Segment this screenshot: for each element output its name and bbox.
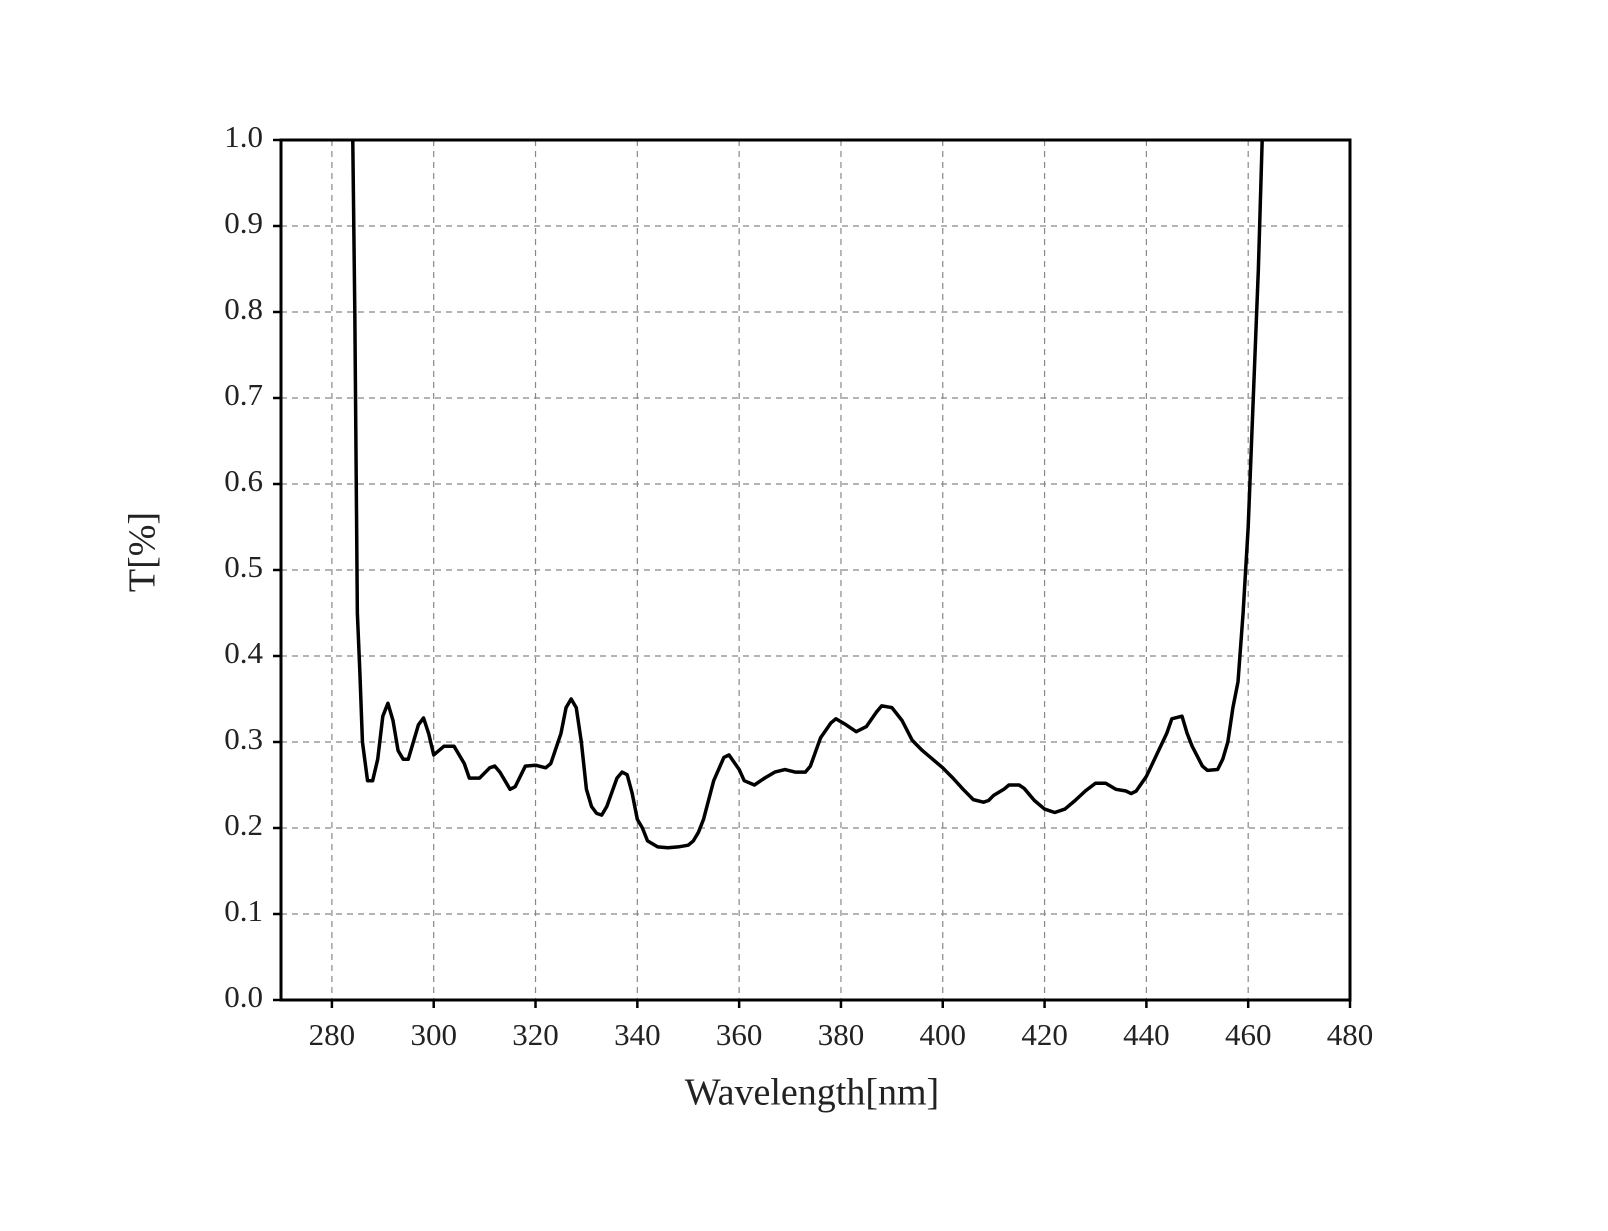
x-tick-label: 420 xyxy=(1021,1017,1068,1052)
y-tick-label: 0.9 xyxy=(224,205,263,240)
data-line xyxy=(351,140,1264,850)
y-tick-label: 0.3 xyxy=(224,721,263,756)
x-tick-label: 360 xyxy=(716,1017,763,1052)
x-tick-label: 280 xyxy=(309,1017,356,1052)
x-tick-label: 380 xyxy=(818,1017,865,1052)
y-tick-label: 0.5 xyxy=(224,549,263,584)
x-tick-label: 400 xyxy=(920,1017,967,1052)
x-tick-label: 460 xyxy=(1225,1017,1272,1052)
y-tick-label: 0.2 xyxy=(224,807,263,842)
y-tick-label: 0.1 xyxy=(224,893,263,928)
y-tick-label: 0.7 xyxy=(224,377,263,412)
y-tick-label: 0.0 xyxy=(224,979,263,1014)
plot-frame xyxy=(279,138,1352,1002)
x-tick-label: 340 xyxy=(614,1017,661,1052)
y-tick-label: 0.6 xyxy=(224,463,263,498)
x-tick-label: 300 xyxy=(410,1017,457,1052)
x-tick-label: 320 xyxy=(512,1017,559,1052)
y-tick-label: 0.4 xyxy=(224,635,263,670)
y-tick-label: 1.0 xyxy=(224,119,263,154)
y-tick-label: 0.8 xyxy=(224,291,263,326)
x-axis-label: Wavelength[nm] xyxy=(685,1072,939,1114)
x-tick-label: 440 xyxy=(1123,1017,1170,1052)
y-axis-label: T[%] xyxy=(122,512,164,592)
x-tick-label: 480 xyxy=(1327,1017,1374,1052)
